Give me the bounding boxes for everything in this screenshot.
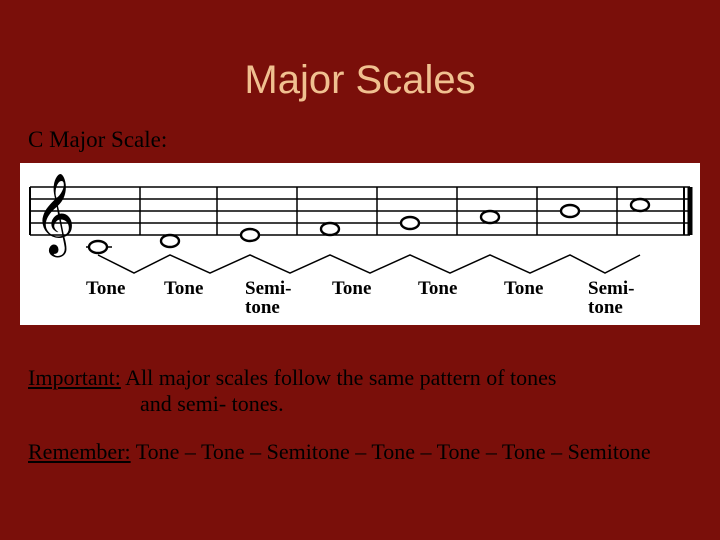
interval-label: Tone bbox=[164, 279, 203, 298]
treble-clef-icon: 𝄞 bbox=[34, 174, 75, 257]
interval-label: Tone bbox=[418, 279, 457, 298]
staff-diagram: 𝄞 Tone Tone Semi-tone Tone Tone Tone Sem… bbox=[20, 163, 700, 325]
remember-text: Tone – Tone – Semitone – Tone – Tone – T… bbox=[131, 439, 651, 464]
slide-title: Major Scales bbox=[0, 0, 720, 127]
interval-labels-row: Tone Tone Semi-tone Tone Tone Tone Semi-… bbox=[20, 279, 700, 319]
important-lead: Important: bbox=[28, 365, 121, 390]
slide-subtitle: C Major Scale: bbox=[0, 127, 720, 163]
remember-note: Remember: Tone – Tone – Semitone – Tone … bbox=[0, 417, 720, 465]
interval-label: Semi-tone bbox=[245, 279, 291, 317]
staff-svg: 𝄞 bbox=[20, 163, 700, 283]
interval-label: Tone bbox=[332, 279, 371, 298]
interval-label: Semi-tone bbox=[588, 279, 634, 317]
important-text-1: All major scales follow the same pattern… bbox=[121, 365, 557, 390]
important-text-2: and semi- tones. bbox=[28, 391, 692, 417]
important-note: Important: All major scales follow the s… bbox=[0, 325, 720, 417]
interval-label: Tone bbox=[86, 279, 125, 298]
remember-lead: Remember: bbox=[28, 439, 131, 464]
interval-label: Tone bbox=[504, 279, 543, 298]
